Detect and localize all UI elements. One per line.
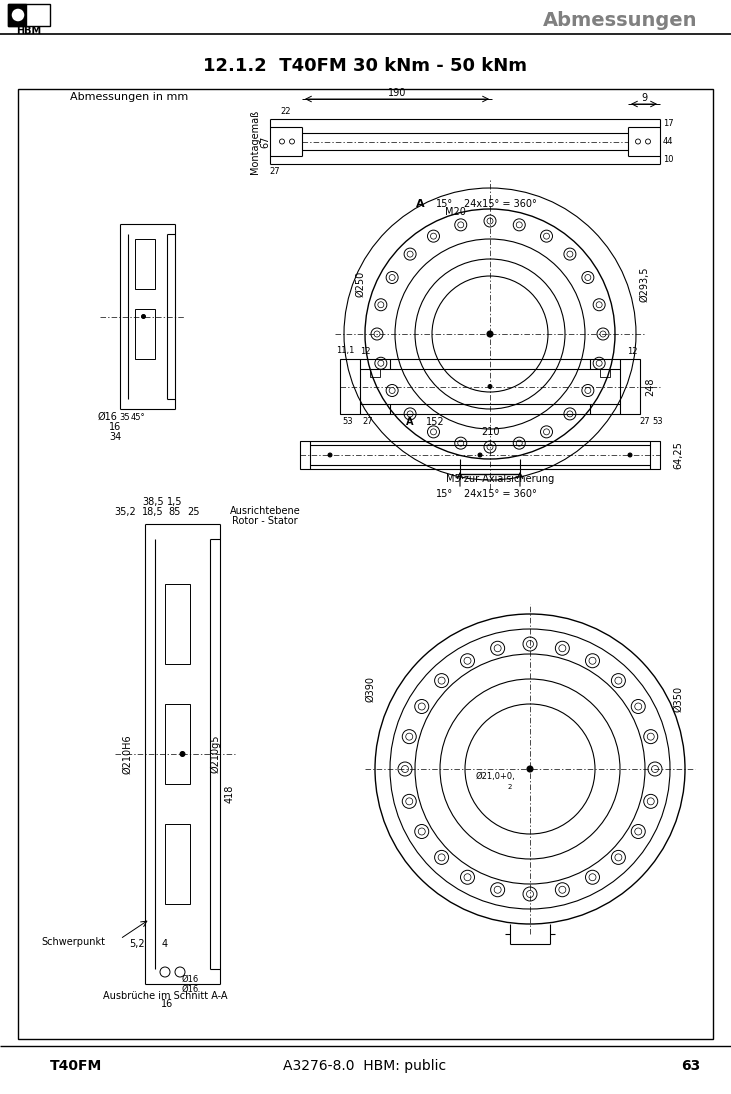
Text: 53: 53 xyxy=(343,418,353,427)
Text: 24x15° = 360°: 24x15° = 360° xyxy=(463,199,537,209)
Text: Ø293,5: Ø293,5 xyxy=(640,266,650,302)
Text: Ø350: Ø350 xyxy=(673,686,683,712)
Text: 35,2: 35,2 xyxy=(114,507,136,517)
Text: A: A xyxy=(416,199,424,209)
Text: HBM: HBM xyxy=(16,26,42,36)
Text: Ø16: Ø16 xyxy=(181,975,199,984)
Text: 190: 190 xyxy=(388,88,406,98)
Bar xyxy=(165,824,190,904)
Text: 12.1.2  T40FM 30 kNm - 50 kNm: 12.1.2 T40FM 30 kNm - 50 kNm xyxy=(203,57,527,75)
Text: 12: 12 xyxy=(626,347,637,356)
Circle shape xyxy=(488,384,492,388)
Text: M20: M20 xyxy=(444,207,466,217)
Text: Ausrichtebene: Ausrichtebene xyxy=(230,507,300,516)
Text: 27: 27 xyxy=(270,167,280,176)
Text: 152: 152 xyxy=(425,417,444,427)
Bar xyxy=(18,89,713,1039)
Text: Ausbrüche im Schnitt A-A: Ausbrüche im Schnitt A-A xyxy=(103,991,227,1001)
Bar xyxy=(135,309,155,359)
Text: Ø16: Ø16 xyxy=(181,985,199,993)
Circle shape xyxy=(527,766,533,772)
Text: Ø21,0+0,: Ø21,0+0, xyxy=(475,772,515,781)
Bar xyxy=(600,369,610,377)
Text: 18,5: 18,5 xyxy=(143,507,164,517)
Text: 16: 16 xyxy=(109,422,121,432)
Text: Ø250: Ø250 xyxy=(355,271,365,298)
Bar xyxy=(135,238,155,289)
Text: 10: 10 xyxy=(663,155,673,164)
Text: 38,5: 38,5 xyxy=(143,497,164,507)
Text: Rotor - Stator: Rotor - Stator xyxy=(232,516,298,526)
Bar xyxy=(165,705,190,784)
Text: Ø16: Ø16 xyxy=(98,412,118,422)
Text: 67: 67 xyxy=(260,136,270,148)
Text: 4: 4 xyxy=(162,939,168,948)
Text: 27: 27 xyxy=(363,418,374,427)
Text: 24x15° = 360°: 24x15° = 360° xyxy=(463,489,537,499)
Text: Ø210g5: Ø210g5 xyxy=(210,735,220,773)
Text: 85: 85 xyxy=(169,507,181,517)
Text: 210: 210 xyxy=(481,427,499,437)
Circle shape xyxy=(180,752,185,756)
Text: 35: 35 xyxy=(120,412,130,421)
Text: 17: 17 xyxy=(663,118,673,128)
Text: 248: 248 xyxy=(645,377,655,396)
Text: Montagemaß: Montagemaß xyxy=(250,109,260,174)
Text: Ø390: Ø390 xyxy=(365,676,375,702)
Text: 418: 418 xyxy=(225,784,235,803)
Text: 1,5: 1,5 xyxy=(167,497,183,507)
Text: Schwerpunkt: Schwerpunkt xyxy=(41,936,105,947)
Text: 22: 22 xyxy=(281,106,291,116)
Text: M5 zur Axialsicherung: M5 zur Axialsicherung xyxy=(446,474,554,484)
Circle shape xyxy=(328,453,332,457)
Text: A: A xyxy=(406,417,414,427)
Bar xyxy=(8,4,26,26)
Text: 9: 9 xyxy=(641,93,647,103)
Text: 11,1: 11,1 xyxy=(336,347,355,356)
Text: 34: 34 xyxy=(109,432,121,442)
Circle shape xyxy=(142,314,145,318)
Text: 63: 63 xyxy=(681,1059,700,1073)
Text: 15°: 15° xyxy=(436,489,453,499)
Bar xyxy=(300,441,660,469)
Text: 53: 53 xyxy=(653,418,663,427)
Text: 27: 27 xyxy=(640,418,651,427)
Bar xyxy=(340,359,640,414)
Text: 12: 12 xyxy=(360,347,370,356)
Text: 16: 16 xyxy=(161,999,173,1009)
Circle shape xyxy=(487,331,493,337)
Circle shape xyxy=(478,453,482,457)
Text: A3276-8.0  HBM: public: A3276-8.0 HBM: public xyxy=(284,1059,447,1073)
Text: Abmessungen in mm: Abmessungen in mm xyxy=(70,92,189,102)
Bar xyxy=(8,4,50,26)
Text: Ø210H6: Ø210H6 xyxy=(122,734,132,773)
Text: 5,2: 5,2 xyxy=(129,939,145,948)
Circle shape xyxy=(11,8,25,22)
Text: 2: 2 xyxy=(508,784,512,790)
Circle shape xyxy=(628,453,632,457)
Text: 15°: 15° xyxy=(436,199,453,209)
Text: Abmessungen: Abmessungen xyxy=(542,11,697,30)
Text: 45°: 45° xyxy=(131,412,145,421)
Text: 64,25: 64,25 xyxy=(673,441,683,469)
Text: 44: 44 xyxy=(663,137,673,146)
Text: T40FM: T40FM xyxy=(50,1059,102,1073)
Bar xyxy=(165,584,190,664)
Bar xyxy=(370,369,380,377)
Text: 25: 25 xyxy=(186,507,200,517)
